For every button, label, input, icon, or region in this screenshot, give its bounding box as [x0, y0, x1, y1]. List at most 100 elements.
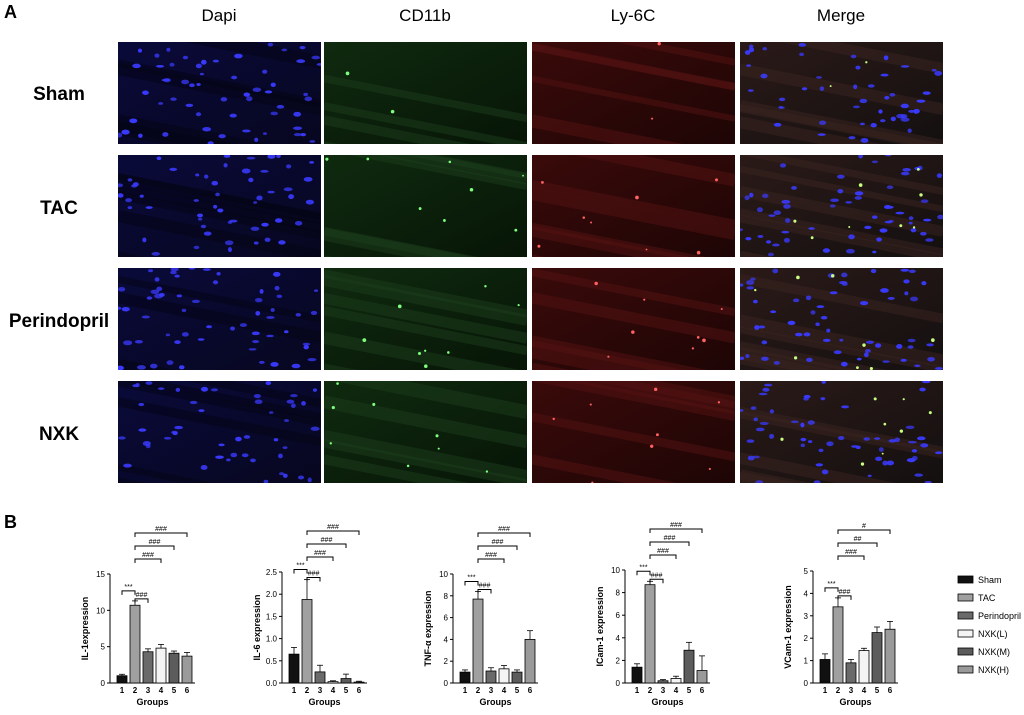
y-axis-label: VCam-1 expression [783, 585, 793, 669]
significance-label: *** [639, 564, 647, 571]
column-label-dapi: Dapi [201, 6, 237, 25]
significance-bracket [464, 580, 479, 586]
significance-bracket [306, 556, 334, 561]
legend-swatch [957, 611, 974, 620]
significance-label: ### [664, 535, 676, 542]
micrograph-sham-cd11b [324, 42, 527, 144]
bar-group-1 [819, 659, 831, 684]
y-tick-label: 1.0 [266, 635, 278, 644]
significance-label: ### [136, 592, 148, 599]
micrograph-tac-merge [740, 155, 943, 257]
x-tick-label: 1 [635, 686, 640, 695]
column-label-ly6c: Ly-6C [610, 6, 656, 25]
x-tick-label: 6 [528, 686, 533, 695]
significance-label: ### [155, 526, 167, 533]
micrograph-tac-dapi [118, 155, 321, 257]
x-tick-label: 3 [318, 686, 323, 695]
y-tick-label: 0 [444, 679, 449, 688]
row-label-nxk: NXK [38, 424, 80, 445]
x-tick-label: 2 [133, 686, 138, 695]
bar-group-5 [871, 632, 883, 684]
y-tick-label: 0 [804, 679, 809, 688]
micrograph-perindopril-cd11b [324, 268, 527, 370]
x-axis-label: Groups [136, 697, 168, 707]
x-axis-label: Groups [308, 697, 340, 707]
row-label-sham: Sham [33, 84, 85, 105]
x-tick-label: 3 [849, 686, 854, 695]
significance-bracket [134, 545, 175, 550]
y-axis-label: IL-6 expression [252, 594, 262, 660]
significance-label: ### [314, 550, 326, 557]
significance-label: *** [827, 581, 835, 588]
significance-bracket [293, 569, 308, 574]
column-label-cd11b: CD11b [399, 6, 451, 25]
legend-swatch [957, 593, 974, 602]
x-tick-label: 3 [489, 686, 494, 695]
bar-group-3 [314, 671, 326, 684]
significance-label: ### [845, 549, 857, 556]
y-tick-label: 2.5 [266, 568, 278, 577]
y-tick-label: 1.5 [266, 612, 278, 621]
x-tick-label: 3 [661, 686, 666, 695]
y-tick-label: 2 [616, 656, 621, 665]
bar-group-2 [644, 584, 656, 684]
y-tick-label: 8 [444, 592, 449, 601]
bar-group-1 [459, 671, 471, 684]
panel-a-letter: A [4, 2, 17, 22]
micrograph-perindopril-dapi [118, 268, 321, 370]
significance-bracket [477, 545, 518, 550]
x-tick-label: 5 [172, 686, 177, 695]
column-label-merge: Merge [816, 6, 866, 25]
y-tick-label: 3 [804, 612, 809, 621]
bar-group-5 [168, 652, 180, 684]
micrograph-nxk-dapi [118, 381, 321, 483]
x-tick-label: 4 [502, 686, 507, 695]
significance-label: ### [308, 571, 320, 578]
micrograph-tac-cd11b [324, 155, 527, 257]
legend: Sham TAC Perindopril NXK(L) NXK(M) NXK(H) [957, 575, 1021, 675]
x-tick-label: 2 [648, 686, 653, 695]
x-tick-label: 1 [292, 686, 297, 695]
micrograph-nxk-ly6c [532, 381, 735, 483]
y-tick-label: 0 [616, 679, 621, 688]
significance-bracket [649, 554, 677, 559]
x-tick-label: 1 [463, 686, 468, 695]
significance-label: ### [839, 589, 851, 596]
y-tick-label: 4 [616, 634, 621, 643]
y-tick-label: 8 [616, 589, 621, 598]
significance-label: ### [327, 524, 339, 531]
y-tick-label: 2 [804, 634, 809, 643]
micrograph-nxk-cd11b [324, 381, 527, 483]
bar-group-1 [116, 675, 128, 684]
y-tick-label: 10 [96, 606, 105, 615]
bar-group-1 [631, 666, 643, 684]
panel-b-letter: B [4, 512, 17, 532]
bar-group-4 [858, 650, 870, 684]
legend-label: NXK(L) [978, 629, 1008, 639]
significance-bracket [306, 543, 347, 548]
x-tick-label: 4 [862, 686, 867, 695]
x-tick-label: 2 [476, 686, 481, 695]
legend-swatch [957, 665, 974, 674]
micrograph-perindopril-ly6c [532, 268, 735, 370]
significance-label: ### [479, 582, 491, 589]
bar-group-3 [845, 662, 857, 684]
significance-bracket [649, 578, 664, 584]
significance-bracket [636, 570, 651, 576]
bar-group-6 [181, 655, 193, 684]
bar-group-4 [498, 668, 510, 684]
x-tick-label: 6 [888, 686, 893, 695]
x-tick-label: 6 [185, 686, 190, 695]
significance-bracket [837, 555, 865, 560]
legend-label: NXK(M) [978, 647, 1010, 657]
x-tick-label: 1 [120, 686, 125, 695]
legend-swatch [957, 629, 974, 638]
y-tick-label: 10 [439, 570, 448, 579]
bar-group-5 [511, 671, 523, 684]
x-tick-label: 3 [146, 686, 151, 695]
x-tick-label: 1 [823, 686, 828, 695]
